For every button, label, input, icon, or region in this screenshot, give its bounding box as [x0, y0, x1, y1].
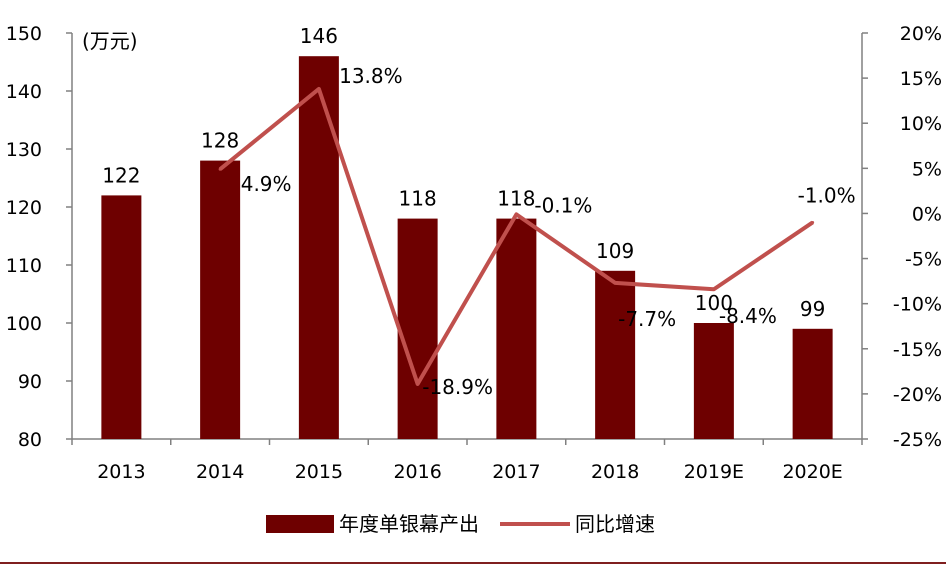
left-axis-tick-label: 110 [6, 255, 42, 277]
line-point [218, 167, 222, 171]
right-axis-tick-label: -5% [905, 249, 942, 271]
line-point [416, 382, 420, 386]
bar [101, 195, 142, 439]
legend-bar-swatch [266, 515, 334, 533]
x-axis-tick-label: 2013 [97, 461, 145, 483]
right-axis-tick-label: 15% [900, 68, 942, 90]
x-axis-tick-label: 2020E [782, 461, 842, 483]
x-axis-tick-label: 2017 [492, 461, 540, 483]
bar-value-label: 146 [300, 24, 338, 48]
line-point [613, 281, 617, 285]
right-axis-tick-label: -20% [893, 384, 942, 406]
line-value-label: 13.8% [339, 64, 403, 88]
x-axis-tick-label: 2014 [196, 461, 244, 483]
left-axis-tick-label: 90 [18, 371, 42, 393]
left-axis-tick-label: 80 [18, 429, 42, 451]
bar [693, 323, 734, 439]
line-point [811, 220, 815, 224]
line-value-label: -1.0% [798, 183, 856, 207]
right-axis-tick-label: 0% [912, 203, 942, 225]
right-axis-tick-label: -10% [893, 294, 942, 316]
line-point [317, 87, 321, 91]
right-axis-tick-label: 20% [900, 23, 942, 45]
line-value-label: -7.7% [618, 307, 676, 331]
bar [200, 160, 241, 439]
right-axis-tick-label: 5% [912, 158, 942, 180]
line-point [712, 287, 716, 291]
bar-value-label: 99 [800, 297, 825, 321]
bar-series [101, 56, 833, 439]
line-value-label: 4.9% [241, 172, 292, 196]
line-point [514, 212, 518, 216]
bar-value-label: 118 [399, 187, 437, 211]
bar-value-label: 128 [201, 129, 239, 153]
left-axis-tick-label: 120 [6, 197, 42, 219]
right-axis-tick-label: -25% [893, 429, 942, 451]
bar-value-label: 122 [102, 163, 140, 187]
x-axis-tick-label: 2015 [295, 461, 343, 483]
axes: 80 90 100 110 120 130 140 150 -25% -20% -15% -10% -5… [6, 23, 942, 483]
left-axis-tick-label: 140 [6, 81, 42, 103]
bar-value-label: 118 [497, 187, 535, 211]
bar [397, 218, 438, 439]
legend-line-label: 同比增速 [575, 512, 655, 536]
x-axis-tick-label: 2016 [393, 461, 441, 483]
x-axis-tick-label: 2018 [591, 461, 639, 483]
x-axis-tick-label: 2019E [684, 461, 744, 483]
legend-bar-label: 年度单银幕产出 [339, 512, 479, 536]
data-labels: 122 128 146 118 118 109 100 99 4.9% 13.8% -18.9% -0… [102, 24, 855, 399]
bar [298, 56, 339, 439]
bar-value-label: 109 [596, 239, 634, 263]
left-axis-tick-label: 100 [6, 313, 42, 335]
left-axis-tick-label: 130 [6, 139, 42, 161]
bar [496, 218, 537, 439]
left-axis-tick-label: 150 [6, 23, 42, 45]
bar [595, 270, 636, 439]
line-series [218, 86, 815, 386]
right-axis-tick-label: -15% [893, 339, 942, 361]
left-axis-unit-label: (万元) [82, 29, 138, 53]
bar-value-label: 100 [695, 291, 733, 315]
line-value-label: -18.9% [422, 375, 493, 399]
line-value-label: -8.4% [719, 304, 777, 328]
bar [792, 328, 833, 439]
right-axis-tick-label: 10% [900, 113, 942, 135]
line-value-label: -0.1% [534, 193, 592, 217]
legend: 年度单银幕产出 同比增速 [266, 512, 655, 536]
